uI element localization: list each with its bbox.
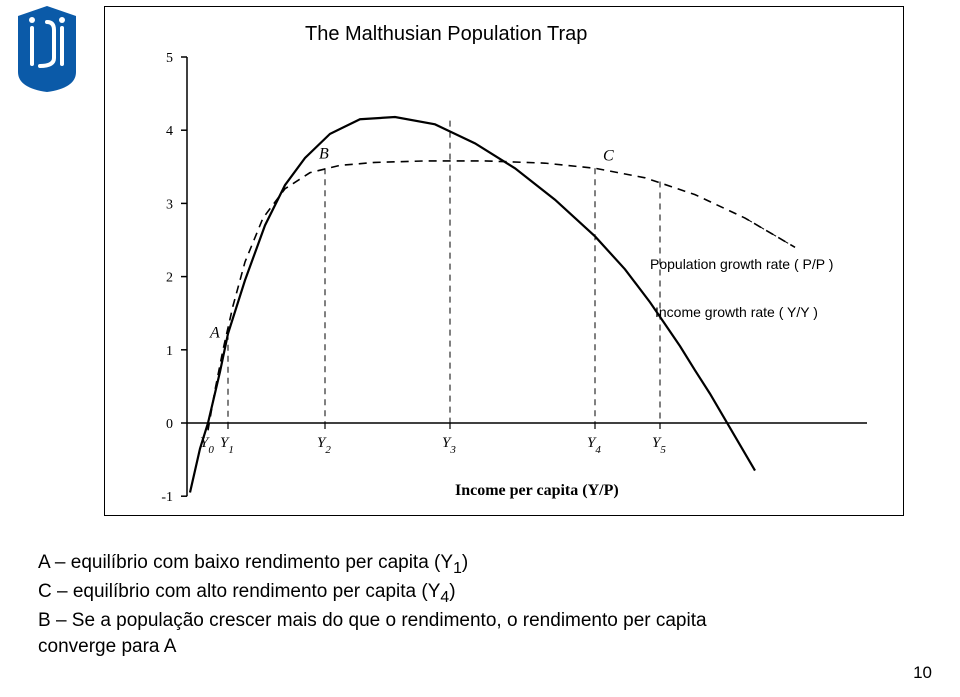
caption-line-b2: converge para A	[38, 634, 707, 660]
caption-line-a: A – equilíbrio com baixo rendimento per …	[38, 550, 707, 579]
svg-text:Y3: Y3	[442, 435, 456, 456]
svg-text:0: 0	[166, 417, 173, 432]
svg-text:4: 4	[166, 124, 173, 139]
svg-text:Y4: Y4	[587, 435, 601, 456]
svg-text:Income growth rate ( Y/Y ): Income growth rate ( Y/Y )	[655, 304, 818, 320]
svg-text:Y5: Y5	[652, 435, 666, 456]
caption-line-b1: B – Se a população crescer mais do que o…	[38, 608, 707, 634]
svg-text:2: 2	[166, 271, 173, 286]
svg-text:Y2: Y2	[317, 435, 331, 456]
svg-text:5: 5	[166, 51, 173, 66]
x-axis-label: Income per capita (Y/P)	[455, 482, 619, 500]
chart-caption: A – equilíbrio com baixo rendimento per …	[38, 550, 707, 660]
chart-frame: The Malthusian Population Trap -1012345Y…	[104, 6, 904, 516]
svg-text:-1: -1	[161, 490, 173, 505]
svg-text:Y1: Y1	[220, 435, 234, 456]
svg-text:1: 1	[166, 344, 173, 359]
svg-text:Population growth rate ( P/P ): Population growth rate ( P/P )	[650, 256, 833, 272]
institution-logo	[18, 6, 76, 97]
svg-text:A: A	[209, 325, 220, 342]
page-number: 10	[913, 663, 932, 683]
caption-line-c: C – equilíbrio com alto rendimento per c…	[38, 579, 707, 608]
svg-text:C: C	[603, 147, 614, 164]
svg-text:3: 3	[166, 197, 173, 212]
svg-text:B: B	[319, 145, 329, 162]
malthusian-chart: -1012345Y0Y1Y2Y3Y4Y5ABCPopulation growth…	[105, 7, 905, 517]
